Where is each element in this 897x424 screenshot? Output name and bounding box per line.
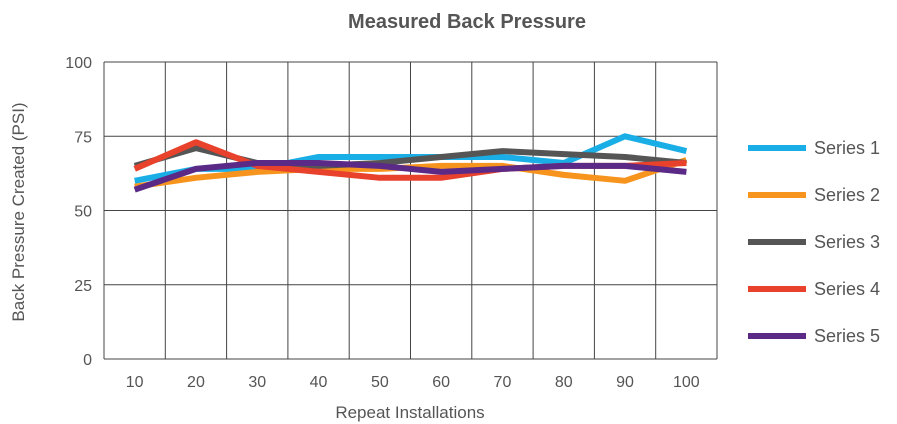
series-lines xyxy=(133,133,688,193)
y-tick-label: 0 xyxy=(83,352,92,369)
legend-label-4: Series 4 xyxy=(814,279,880,299)
x-axis-label: Repeat Installations xyxy=(335,403,484,422)
y-axis-ticks: 0 25 50 75 100 xyxy=(65,55,92,369)
y-tick-label: 50 xyxy=(74,204,92,221)
y-axis-label: Back Pressure Created (PSI) xyxy=(9,102,28,321)
x-tick-label: 30 xyxy=(248,374,266,391)
x-tick-label: 70 xyxy=(494,374,512,391)
x-tick-label: 10 xyxy=(126,374,144,391)
x-axis-ticks: 10 20 30 40 50 60 70 80 90 100 xyxy=(126,374,700,391)
legend-label-5: Series 5 xyxy=(814,326,880,346)
legend: Series 1 Series 2 Series 3 Series 4 Series 5 xyxy=(748,138,880,346)
grid-lines xyxy=(103,61,718,360)
legend-label-1: Series 1 xyxy=(814,138,880,158)
x-tick-label: 50 xyxy=(371,374,389,391)
x-tick-label: 40 xyxy=(310,374,328,391)
x-tick-label: 90 xyxy=(616,374,634,391)
x-tick-label: 100 xyxy=(673,374,700,391)
legend-label-2: Series 2 xyxy=(814,185,880,205)
chart-title: Measured Back Pressure xyxy=(348,11,586,33)
x-tick-label: 20 xyxy=(187,374,205,391)
x-tick-label: 80 xyxy=(555,374,573,391)
y-tick-label: 75 xyxy=(74,129,92,146)
y-tick-label: 100 xyxy=(65,55,92,72)
series-line-5 xyxy=(133,160,687,193)
y-tick-label: 25 xyxy=(74,278,92,295)
x-tick-label: 60 xyxy=(432,374,450,391)
legend-label-3: Series 3 xyxy=(814,232,880,252)
